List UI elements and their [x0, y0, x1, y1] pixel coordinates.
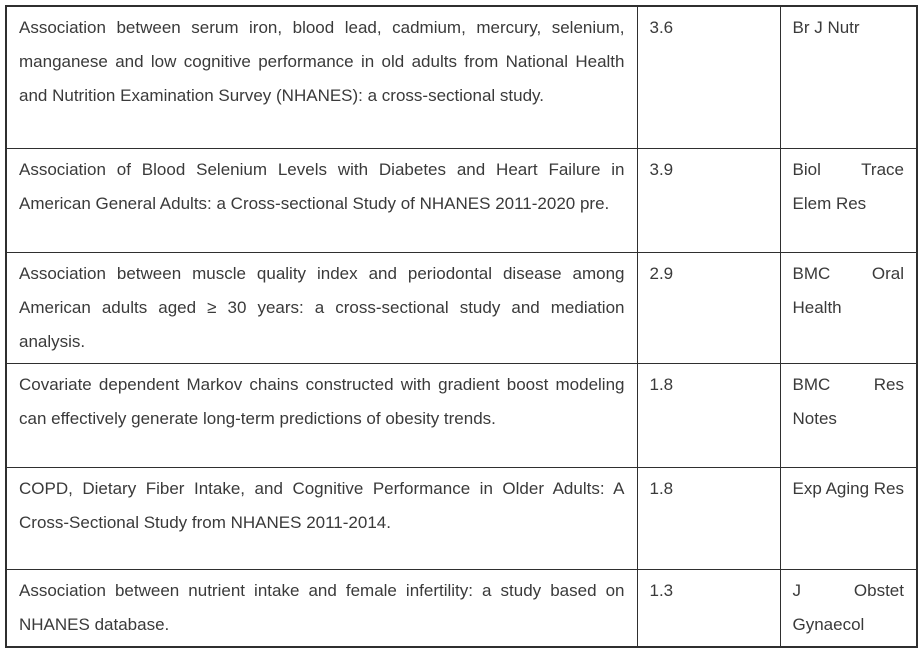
impact-factor-cell: 2.9 — [636, 251, 781, 364]
journal-cell: BMC Oral Health — [779, 251, 918, 364]
journal-cell: Exp Aging Res — [779, 466, 918, 570]
journal-cell: Biol Trace Elem Res — [779, 147, 918, 253]
paper-title-cell: Association between muscle quality index… — [5, 251, 638, 364]
journal-cell: J Obstet Gynaecol — [779, 568, 918, 647]
impact-factor-cell: 3.6 — [636, 5, 781, 149]
paper-title-cell: Covariate dependent Markov chains constr… — [5, 362, 638, 468]
impact-factor-cell: 1.8 — [636, 362, 781, 468]
table-row: Association of Blood Selenium Levels wit… — [5, 147, 918, 253]
table-row: Association between nutrient intake and … — [5, 568, 918, 647]
paper-title-cell: Association between nutrient intake and … — [5, 568, 638, 647]
journal-cell: BMC Res Notes — [779, 362, 918, 468]
table-row: COPD, Dietary Fiber Intake, and Cognitiv… — [5, 466, 918, 570]
paper-title-cell: Association of Blood Selenium Levels wit… — [5, 147, 638, 253]
paper-title-cell: COPD, Dietary Fiber Intake, and Cognitiv… — [5, 466, 638, 570]
impact-factor-cell: 3.9 — [636, 147, 781, 253]
papers-table: Association between serum iron, blood le… — [5, 5, 918, 648]
impact-factor-cell: 1.3 — [636, 568, 781, 647]
paper-title-cell: Association between serum iron, blood le… — [5, 5, 638, 149]
journal-cell: Br J Nutr — [779, 5, 918, 149]
table-row: Association between muscle quality index… — [5, 251, 918, 364]
table-row: Covariate dependent Markov chains constr… — [5, 362, 918, 468]
impact-factor-cell: 1.8 — [636, 466, 781, 570]
table-row: Association between serum iron, blood le… — [5, 5, 918, 149]
